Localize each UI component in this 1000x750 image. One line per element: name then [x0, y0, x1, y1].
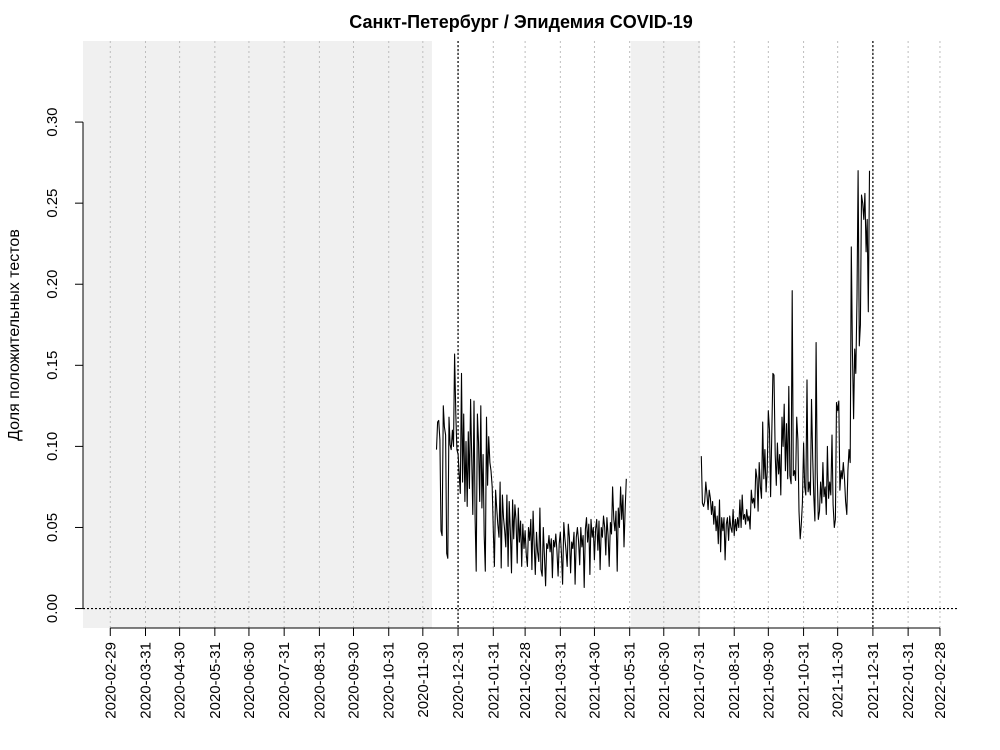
x-tick-label: 2020-10-31 — [381, 642, 398, 719]
x-tick-label: 2020-06-30 — [241, 642, 258, 719]
y-tick-label: 0.10 — [44, 432, 61, 461]
x-tick-label: 2020-08-31 — [311, 642, 328, 719]
reference-lines — [83, 41, 957, 628]
x-tick-label: 2021-10-31 — [796, 642, 813, 719]
series-line — [700, 170, 871, 561]
x-tick-label: 2021-05-31 — [622, 642, 639, 719]
y-tick-label: 0.25 — [44, 189, 61, 218]
x-tick-label: 2020-12-31 — [450, 642, 467, 719]
y-tick-label: 0.20 — [44, 270, 61, 299]
x-tick-label: 2021-12-31 — [865, 642, 882, 719]
y-tick-label: 0.30 — [44, 107, 61, 136]
y-axis-title: Доля положительных тестов — [6, 229, 23, 441]
x-tick-label: 2020-11-30 — [415, 642, 432, 718]
x-tick-label: 2020-03-31 — [138, 642, 155, 719]
x-tick-label: 2022-01-31 — [900, 642, 917, 719]
x-tick-label: 2020-07-31 — [276, 642, 293, 719]
x-tick-label: 2021-06-30 — [656, 642, 673, 719]
y-axis: 0.00 0.05 0.10 0.15 0.20 0.25 0.30 — [44, 107, 84, 623]
x-tick-label: 2020-09-30 — [346, 642, 363, 719]
shaded-period — [83, 41, 432, 628]
shaded-periods — [83, 41, 701, 628]
y-tick-label: 0.05 — [44, 513, 61, 542]
x-tick-label: 2021-11-30 — [830, 642, 847, 718]
y-tick-label: 0.00 — [44, 594, 61, 623]
series-line — [435, 353, 627, 589]
x-tick-label: 2021-04-30 — [586, 642, 603, 719]
x-tick-label: 2021-02-28 — [517, 642, 534, 719]
x-tick-label: 2021-01-31 — [485, 642, 502, 719]
x-axis: 2020-02-29 2020-03-31 2020-04-30 2020-05-31… — [102, 627, 949, 719]
x-tick-label: 2021-03-31 — [552, 642, 569, 719]
x-tick-label: 2020-04-30 — [172, 642, 189, 719]
x-tick-label: 2021-07-31 — [691, 642, 708, 719]
shaded-period — [630, 41, 701, 628]
y-tick-label: 0.15 — [44, 351, 61, 380]
x-tick-label: 2021-09-30 — [760, 642, 777, 719]
x-tick-label: 2020-05-31 — [207, 642, 224, 719]
x-tick-label: 2022-02-28 — [932, 642, 949, 719]
x-tick-label: 2020-02-29 — [102, 642, 119, 719]
chart-title: Санкт-Петербург / Эпидемия COVID-19 — [349, 12, 692, 32]
x-tick-label: 2021-08-31 — [726, 642, 743, 719]
data-series — [435, 170, 871, 589]
